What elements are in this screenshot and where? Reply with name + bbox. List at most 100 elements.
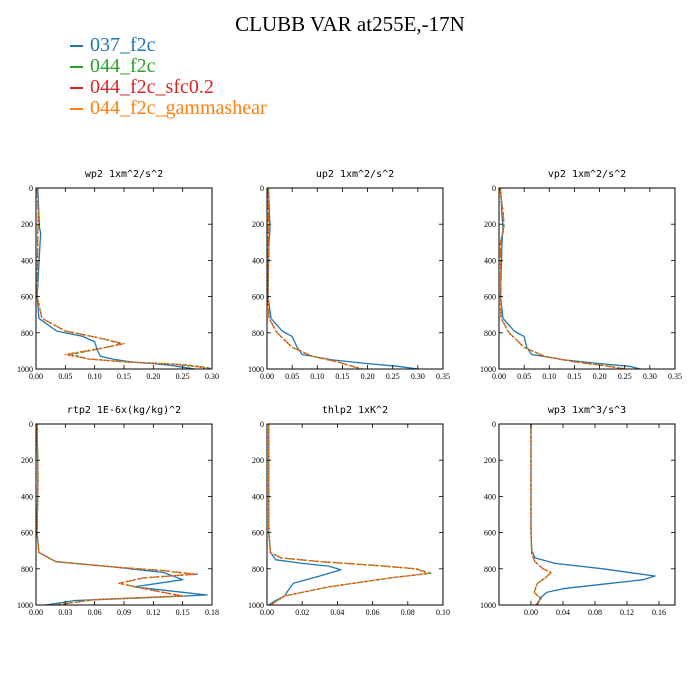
x-tick-label: 0.25 bbox=[618, 372, 632, 381]
legend-label: 044_f2c_sfc0.2 bbox=[90, 76, 214, 98]
series-line bbox=[36, 424, 198, 605]
y-tick-label: 200 bbox=[484, 220, 496, 229]
y-tick-label: 800 bbox=[21, 329, 33, 338]
x-tick-label: 0.04 bbox=[330, 608, 344, 617]
series-line bbox=[499, 188, 640, 369]
y-tick-label: 600 bbox=[252, 293, 264, 302]
x-tick-label: 0.15 bbox=[176, 608, 190, 617]
x-tick-label: 0.05 bbox=[285, 372, 299, 381]
panel-title: thlp2 1xK^2 bbox=[322, 405, 388, 416]
y-tick-label: 1000 bbox=[248, 601, 264, 610]
y-tick-label: 800 bbox=[252, 565, 264, 574]
y-tick-label: 1000 bbox=[17, 365, 33, 374]
y-tick-label: 400 bbox=[484, 492, 496, 501]
y-tick-label: 600 bbox=[484, 293, 496, 302]
x-tick-label: 0.10 bbox=[436, 608, 450, 617]
x-tick-label: 0.08 bbox=[401, 608, 415, 617]
series-line bbox=[530, 424, 552, 605]
x-tick-label: 0.30 bbox=[205, 372, 219, 381]
y-tick-label: 400 bbox=[252, 492, 264, 501]
legend-swatch bbox=[70, 44, 83, 47]
plot-frame bbox=[266, 187, 444, 370]
legend-item: 044_f2c_gammashear bbox=[70, 98, 267, 119]
series-line bbox=[36, 424, 194, 605]
figure-title: CLUBB VAR at255E,-17N bbox=[235, 12, 465, 36]
panel-title: vp2 1xm^2/s^2 bbox=[548, 169, 626, 180]
x-tick-label: 0.08 bbox=[588, 608, 602, 617]
x-tick-label: 0.05 bbox=[517, 372, 531, 381]
legend-item: 037_f2c bbox=[70, 35, 267, 56]
x-tick-label: 0.04 bbox=[556, 608, 570, 617]
y-tick-label: 0 bbox=[29, 184, 33, 193]
panel-title: wp3 1xm^3/s^3 bbox=[548, 405, 626, 416]
legend: 037_f2c 044_f2c 044_f2c_sfc0.2 044_f2c_g… bbox=[70, 35, 267, 119]
x-tick-label: 0.25 bbox=[386, 372, 400, 381]
x-tick-label: 0.35 bbox=[668, 372, 682, 381]
x-tick-label: 0.00 bbox=[260, 372, 274, 381]
y-tick-label: 0 bbox=[260, 184, 264, 193]
y-tick-label: 0 bbox=[29, 420, 33, 429]
series-line bbox=[499, 188, 626, 369]
series-line bbox=[530, 424, 656, 605]
series-line bbox=[530, 424, 552, 605]
x-tick-label: 0.15 bbox=[117, 372, 131, 381]
legend-swatch bbox=[70, 86, 83, 89]
series-line bbox=[268, 424, 430, 605]
y-tick-label: 0 bbox=[260, 420, 264, 429]
series-line bbox=[36, 424, 208, 605]
series-line bbox=[268, 424, 430, 605]
x-tick-label: 0.03 bbox=[58, 608, 72, 617]
y-tick-label: 600 bbox=[21, 529, 33, 538]
series-line bbox=[267, 188, 418, 369]
series-line bbox=[36, 188, 207, 369]
y-tick-label: 200 bbox=[252, 220, 264, 229]
x-tick-label: 0.02 bbox=[295, 608, 309, 617]
y-tick-label: 400 bbox=[21, 256, 33, 265]
x-tick-label: 0.15 bbox=[335, 372, 349, 381]
panel-title: up2 1xm^2/s^2 bbox=[316, 169, 394, 180]
series-line bbox=[36, 188, 210, 369]
series-group bbox=[267, 188, 418, 369]
x-tick-label: 0.16 bbox=[652, 608, 666, 617]
legend-swatch bbox=[70, 65, 83, 68]
series-line bbox=[268, 424, 432, 605]
legend-label: 044_f2c_gammashear bbox=[90, 97, 267, 119]
y-tick-label: 400 bbox=[484, 256, 496, 265]
x-tick-label: 0.06 bbox=[88, 608, 102, 617]
series-group bbox=[530, 424, 656, 605]
series-line bbox=[267, 188, 363, 369]
y-tick-label: 200 bbox=[484, 456, 496, 465]
panel-title: rtp2 1E-6x(kg/kg)^2 bbox=[67, 405, 181, 416]
x-tick-label: 0.00 bbox=[260, 608, 274, 617]
chart-panel: rtp2 1E-6x(kg/kg)^2 0 200 400 600 800 10000.00… bbox=[17, 405, 219, 617]
x-tick-label: 0.30 bbox=[643, 372, 657, 381]
y-tick-label: 1000 bbox=[480, 601, 496, 610]
plot-frame bbox=[498, 423, 676, 606]
series-group bbox=[36, 188, 212, 369]
y-tick-label: 600 bbox=[21, 293, 33, 302]
series-line bbox=[267, 188, 361, 369]
legend-swatch bbox=[70, 107, 83, 110]
x-tick-label: 0.00 bbox=[492, 372, 506, 381]
y-tick-label: 800 bbox=[484, 565, 496, 574]
y-tick-label: 800 bbox=[252, 329, 264, 338]
legend-item: 044_f2c_sfc0.2 bbox=[70, 77, 267, 98]
x-tick-label: 0.09 bbox=[117, 608, 131, 617]
y-tick-label: 200 bbox=[252, 456, 264, 465]
y-tick-label: 200 bbox=[21, 220, 33, 229]
x-tick-label: 0.18 bbox=[205, 608, 219, 617]
x-tick-label: 0.05 bbox=[58, 372, 72, 381]
x-tick-label: 0.06 bbox=[366, 608, 380, 617]
y-tick-label: 800 bbox=[484, 329, 496, 338]
legend-label: 044_f2c bbox=[90, 55, 156, 77]
series-line bbox=[530, 424, 553, 605]
x-tick-label: 0.00 bbox=[29, 372, 43, 381]
y-tick-label: 600 bbox=[484, 529, 496, 538]
y-tick-label: 0 bbox=[492, 184, 496, 193]
series-group bbox=[268, 424, 432, 605]
y-tick-label: 600 bbox=[252, 529, 264, 538]
series-group bbox=[36, 424, 208, 605]
